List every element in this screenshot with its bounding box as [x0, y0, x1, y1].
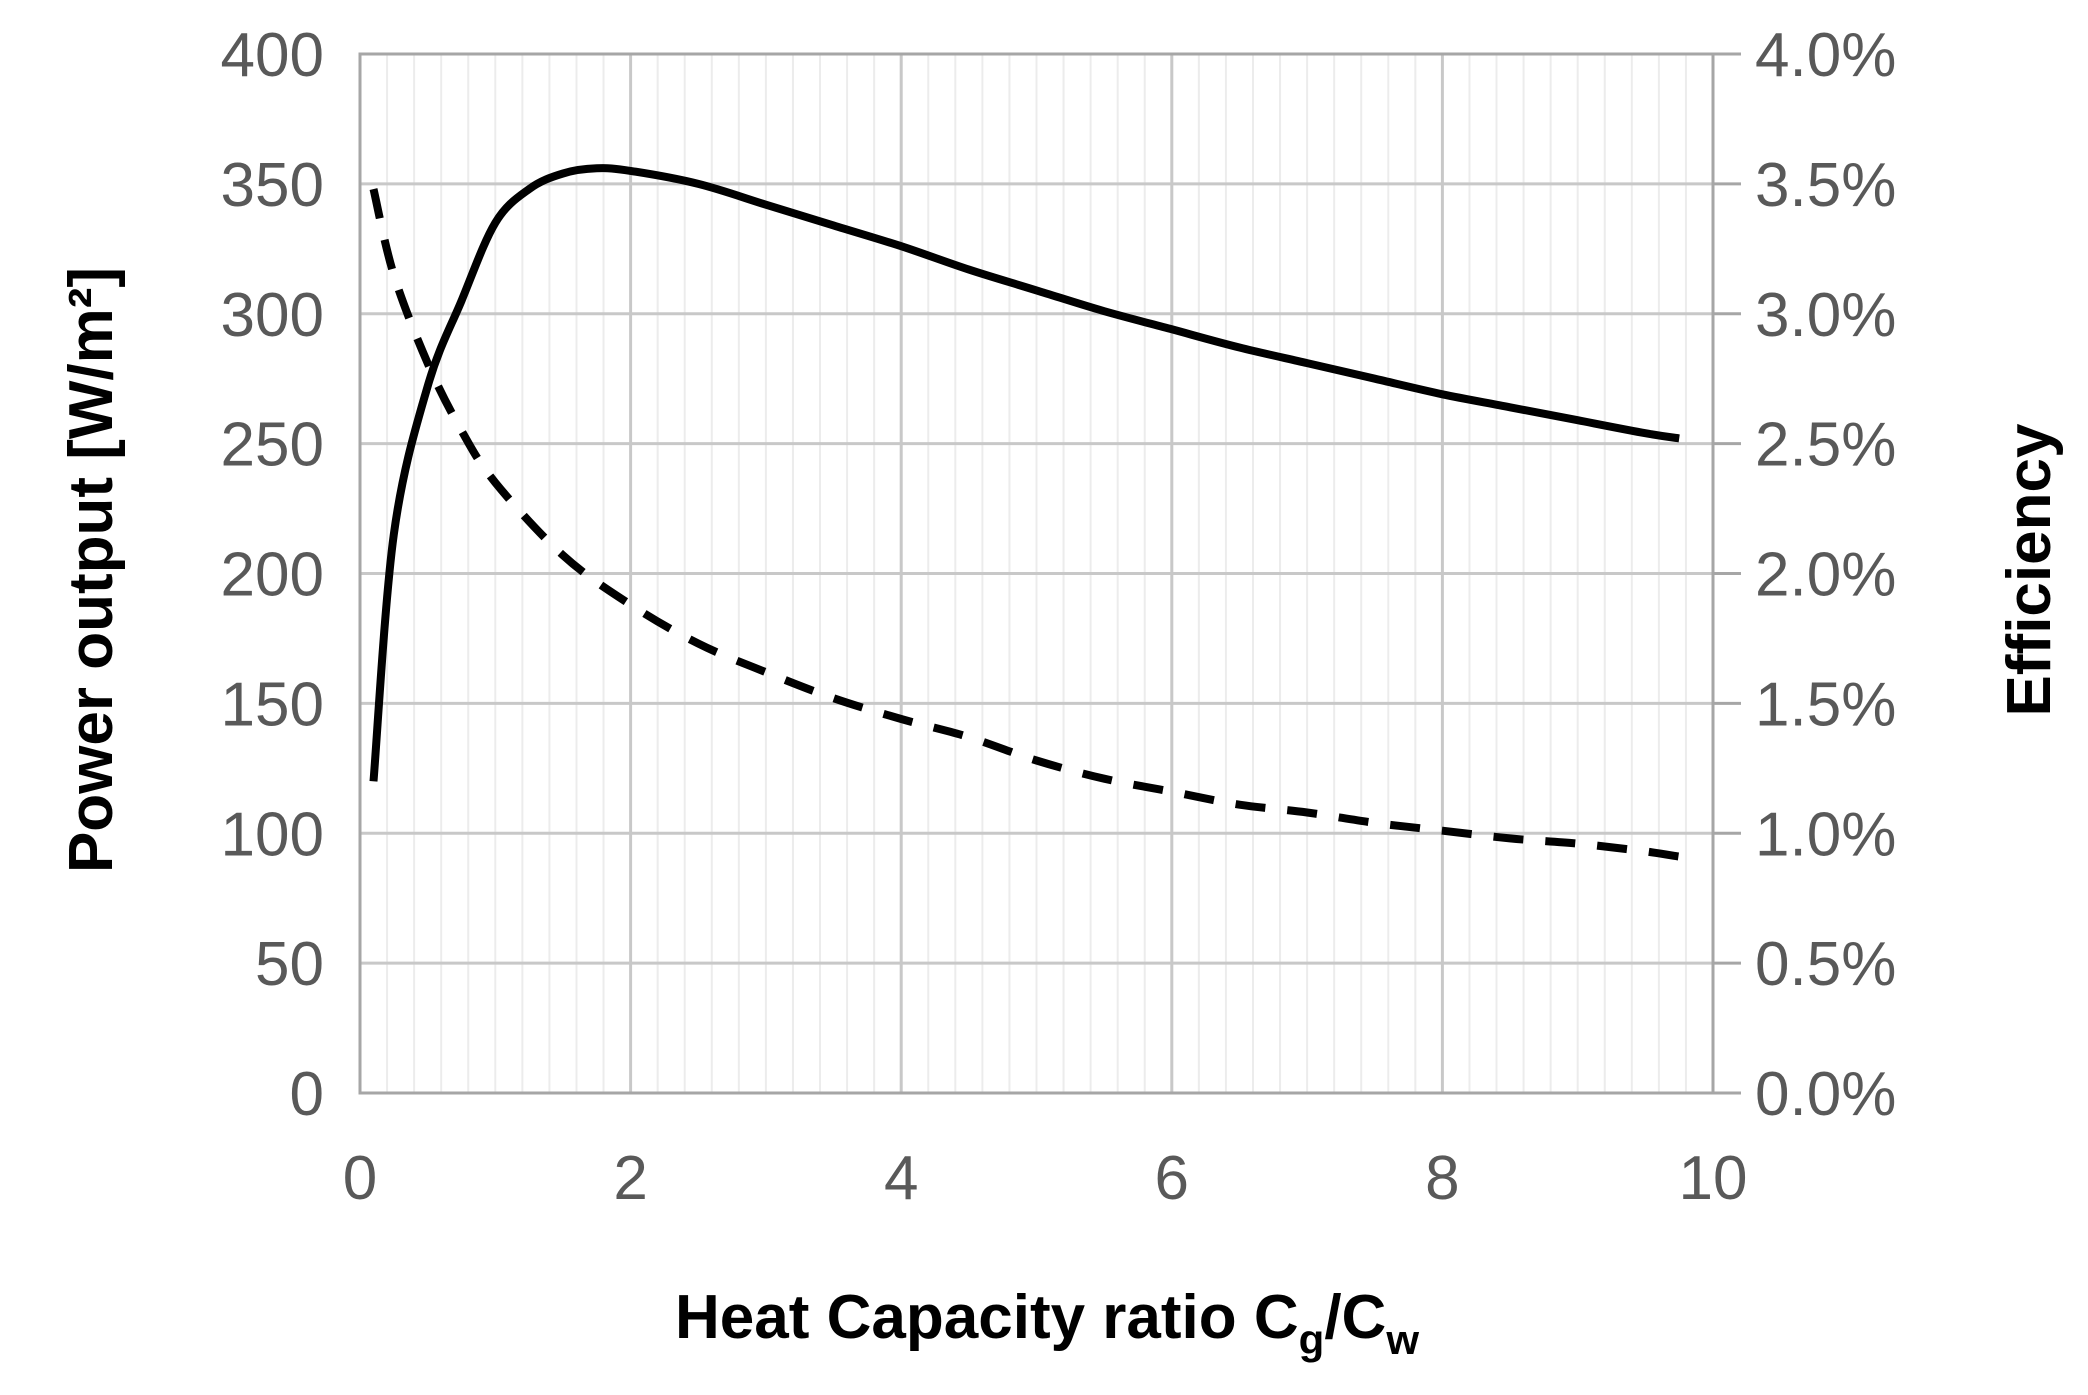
x-tick-label: 8: [1425, 1144, 1459, 1213]
y-tick-label: 300: [221, 281, 324, 350]
x-axis-title-sep: /C: [1324, 1283, 1386, 1352]
x-tick-label: 4: [884, 1144, 918, 1213]
y2-tick-label: 4.0%: [1755, 21, 1896, 90]
y-tick-label: 50: [255, 930, 324, 999]
axes: [358, 52, 1741, 1095]
x-tick-label: 0: [343, 1144, 377, 1213]
power-output-series-line: [369, 164, 1680, 782]
y-tick-label: 150: [221, 670, 324, 739]
x-tick-label: 2: [613, 1144, 647, 1213]
x-tick-label: 10: [1679, 1144, 1748, 1213]
x-axis-title-sub-1: g: [1299, 1316, 1325, 1363]
series: [369, 164, 1680, 861]
y2-tick-label: 3.5%: [1755, 151, 1896, 220]
grid: [358, 52, 1715, 1095]
y2-tick-label: 2.5%: [1755, 411, 1896, 480]
y2-tick-label: 1.5%: [1755, 670, 1896, 739]
y2-tick-label: 3.0%: [1755, 281, 1896, 350]
tick-labels: 0 2 4 6 8 100501001502002503003504000.0%0.5%1…: [221, 21, 1897, 1213]
y-tick-label: 100: [221, 800, 324, 869]
y2-tick-label: 2.0%: [1755, 541, 1896, 610]
x-axis-title-main: Heat Capacity ratio C: [675, 1283, 1299, 1352]
y2-tick-label: 1.0%: [1755, 800, 1896, 869]
y2-tick-label: 0.0%: [1755, 1060, 1896, 1129]
x-axis-title-sub-2: w: [1385, 1316, 1419, 1363]
y2-axis-title: Efficiency: [1995, 423, 2064, 716]
y-tick-label: 400: [221, 21, 324, 90]
efficiency-series-line: [369, 188, 1680, 861]
y-tick-label: 350: [221, 151, 324, 220]
x-tick-label: 6: [1155, 1144, 1189, 1213]
y-tick-label: 0: [290, 1060, 324, 1129]
y-tick-label: 250: [221, 411, 324, 480]
y2-tick-label: 0.5%: [1755, 930, 1896, 999]
y-tick-label: 200: [221, 541, 324, 610]
x-axis-title: Heat Capacity ratio Cg/Cw: [675, 1283, 1419, 1363]
y-axis-title: Power output [W/m²]: [57, 267, 126, 873]
